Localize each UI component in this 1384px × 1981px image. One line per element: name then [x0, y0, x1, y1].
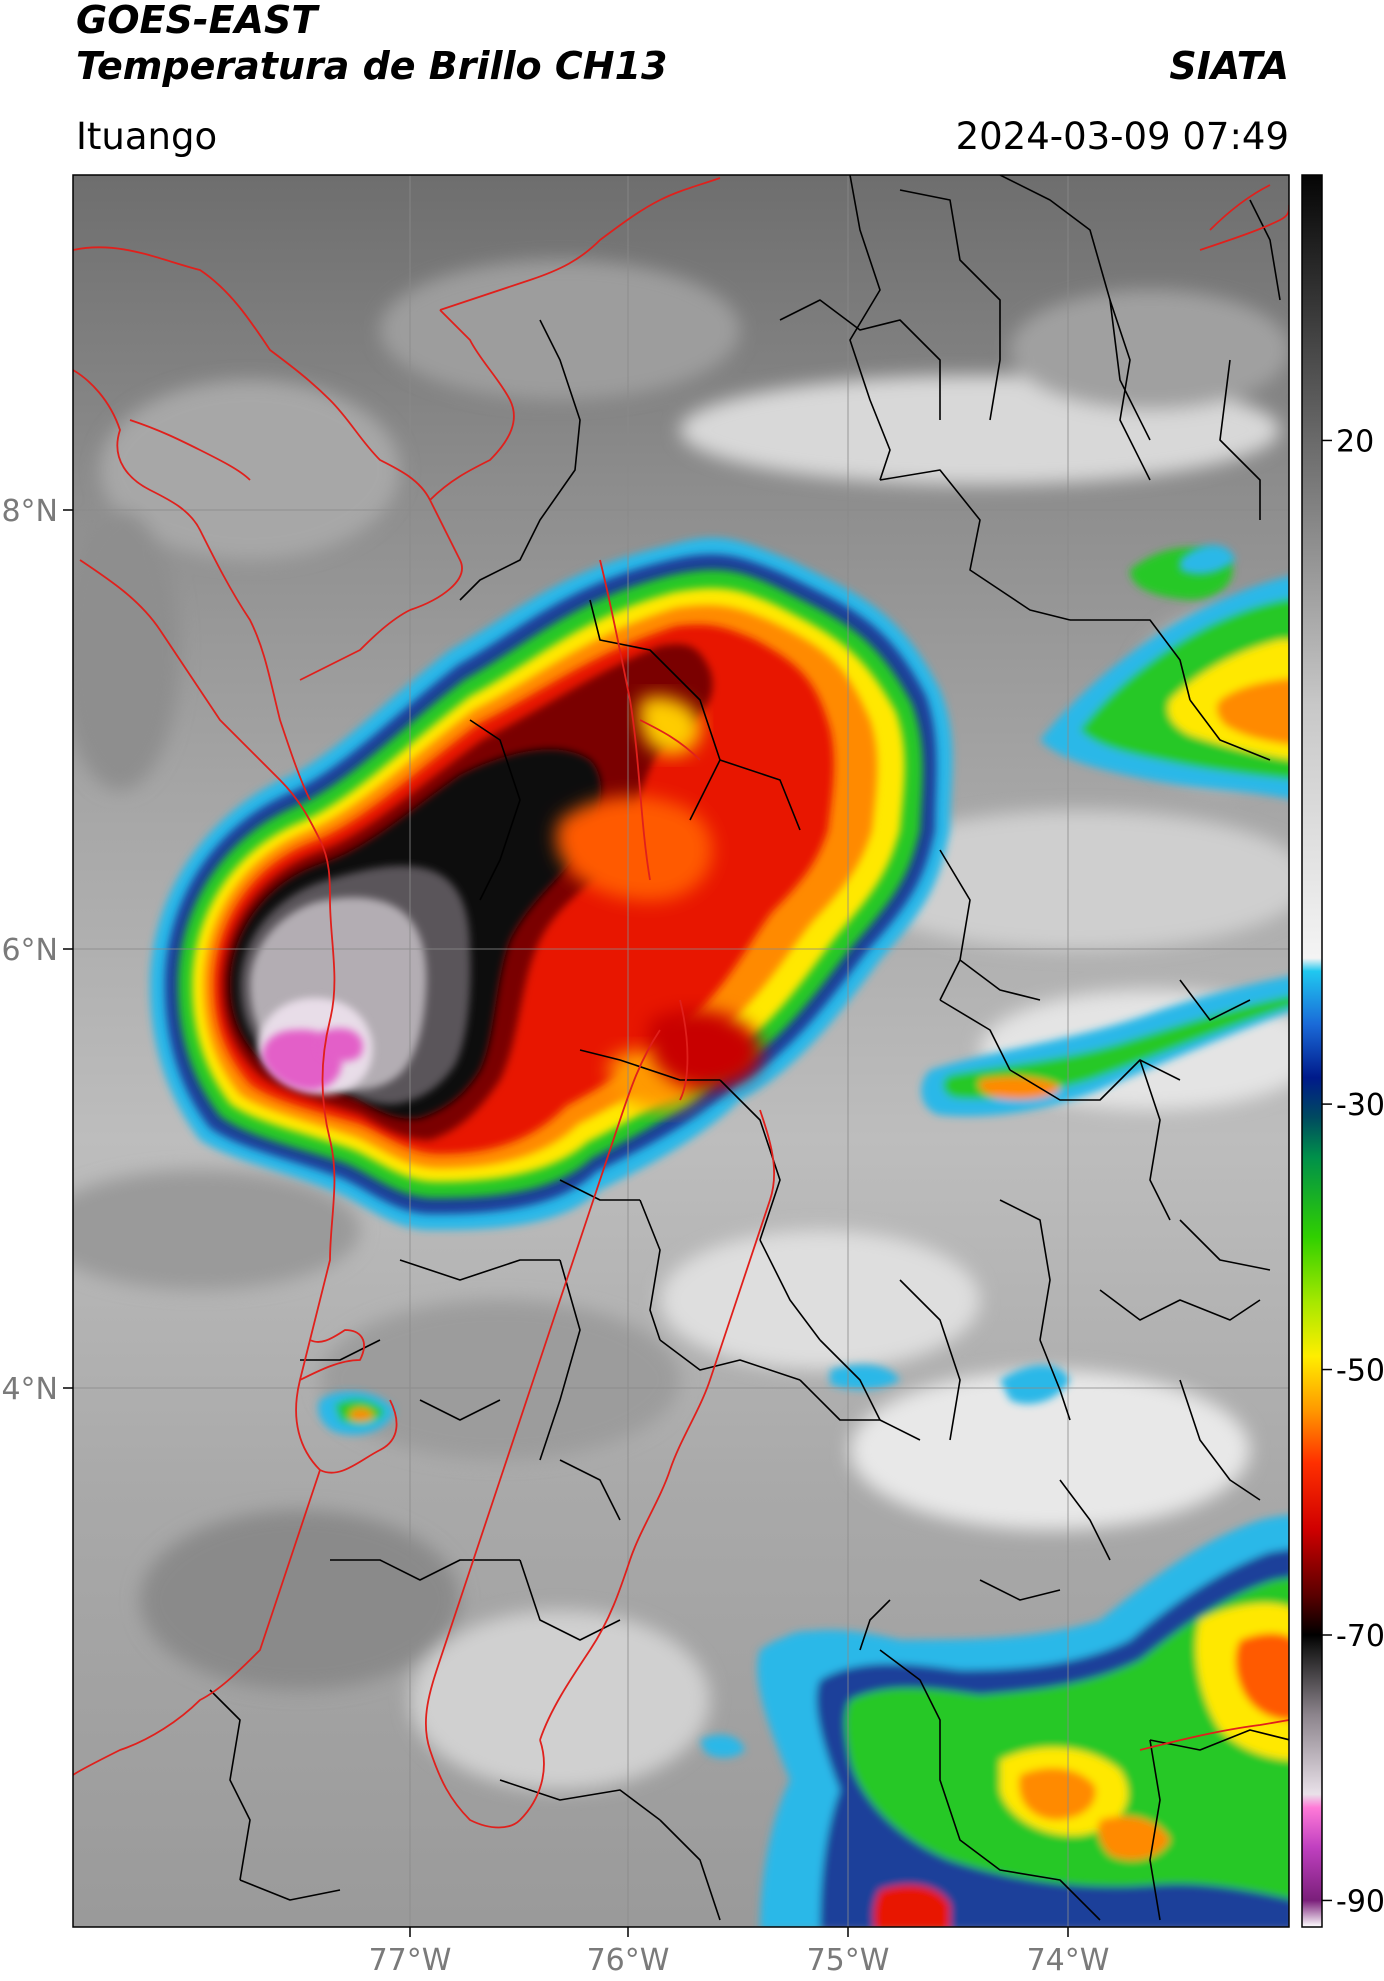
map-frame	[72, 174, 1290, 1928]
colorbar-tick-label: -30	[1336, 1088, 1384, 1123]
organization-label: SIATA	[1169, 44, 1289, 88]
main-storm-system	[150, 537, 953, 1230]
colorbar-scale	[1301, 174, 1323, 1928]
datetime-label: 2024-03-09 07:49	[955, 115, 1289, 158]
location-label: Ituango	[76, 115, 218, 158]
lat-tick-label: 4°N	[1, 1372, 58, 1407]
colorbar-tick-label: 20	[1336, 424, 1374, 459]
admin-borders	[209, 175, 1289, 1921]
coastlines	[73, 177, 1289, 1829]
colorbar-tick-label: -50	[1336, 1354, 1384, 1389]
lon-tick-label: 74°W	[1027, 1943, 1110, 1978]
colorbar-tick-label: -90	[1336, 1884, 1384, 1919]
lat-axis: 8°N 6°N 4°N	[1, 494, 73, 1407]
satellite-title: GOES-EAST	[76, 0, 318, 42]
lon-tick-label: 77°W	[369, 1943, 452, 1978]
lon-tick-label: 76°W	[587, 1943, 670, 1978]
lat-tick-label: 8°N	[1, 494, 58, 529]
graticule	[73, 175, 1289, 1927]
colorbar-tick-label: -70	[1336, 1619, 1384, 1654]
temperature-colorbar: 20 -30 -50 -70 -90	[1301, 174, 1384, 1928]
coastal-cells	[318, 545, 1235, 1435]
satellite-imagery	[73, 175, 1289, 1927]
lon-tick-label: 75°W	[807, 1943, 890, 1978]
lon-axis: 77°W 76°W 75°W 74°W	[369, 1927, 1110, 1978]
product-title: Temperatura de Brillo CH13	[76, 44, 668, 88]
lat-tick-label: 6°N	[1, 933, 58, 968]
